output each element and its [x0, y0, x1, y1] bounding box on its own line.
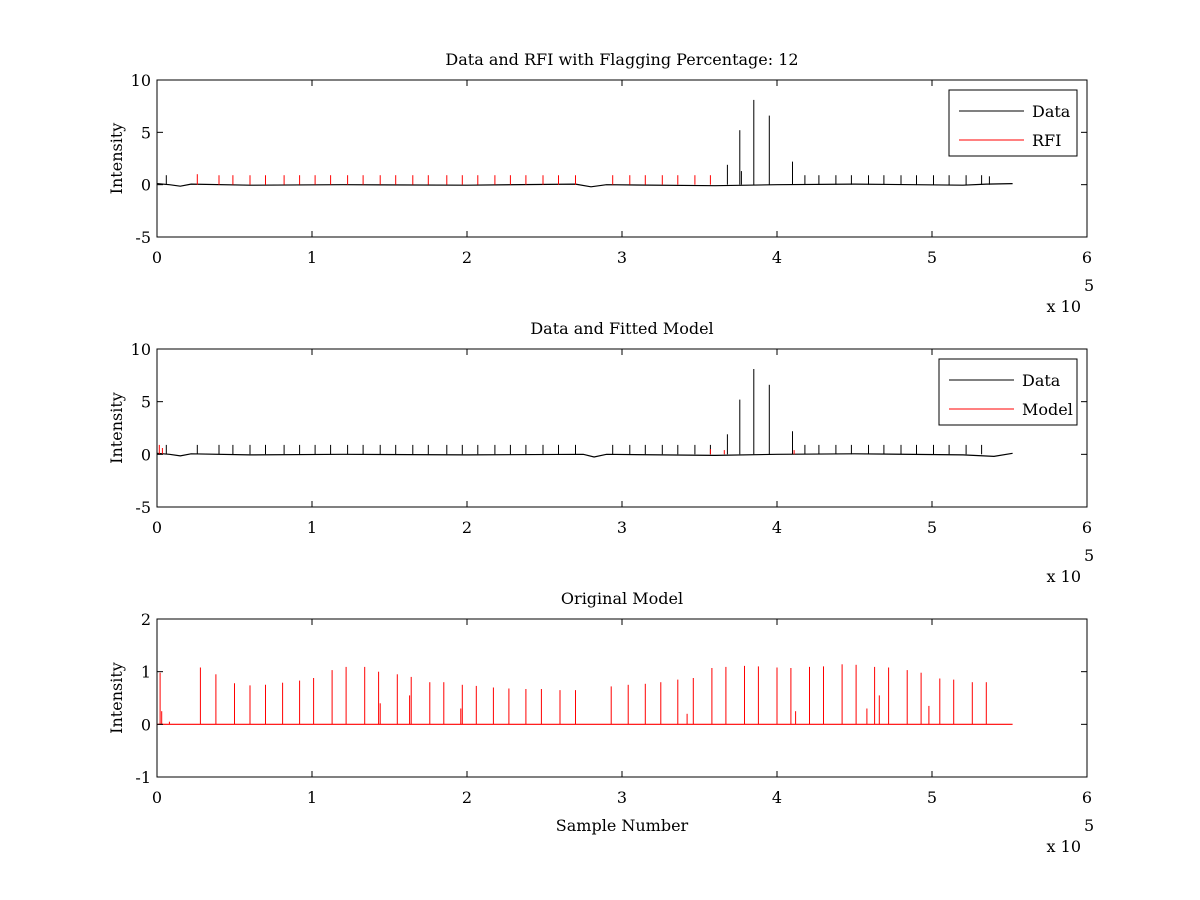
x-exponent-label: x 10: [1047, 837, 1081, 856]
legend-label: Data: [1032, 102, 1071, 121]
x-tick-label: 2: [462, 248, 472, 267]
y-tick-label: 0: [141, 176, 151, 195]
y-tick-label: 5: [141, 123, 151, 142]
x-tick-label: 2: [462, 518, 472, 537]
y-tick-label: -5: [135, 498, 151, 517]
plot-data: [157, 99, 1013, 188]
chart-title: Data and Fitted Model: [530, 319, 713, 338]
y-tick-label: 5: [141, 393, 151, 412]
x-tick-label: 6: [1082, 248, 1092, 267]
x-tick-label: 3: [617, 518, 627, 537]
series-data: [157, 369, 1013, 458]
chart-title: Data and RFI with Flagging Percentage: 1…: [445, 50, 798, 69]
y-tick-label: 10: [131, 71, 151, 90]
y-axis-label: Intensity: [107, 392, 126, 464]
plot-data: [157, 664, 1013, 725]
x-exponent-label: x 10: [1047, 567, 1081, 586]
legend-label: Data: [1022, 371, 1061, 390]
x-tick-label: 4: [772, 518, 782, 537]
x-tick-label: 1: [307, 248, 317, 267]
chart-title: Original Model: [561, 589, 683, 608]
series-rfi: [196, 174, 711, 185]
series-model: [157, 664, 1013, 725]
x-tick-label: 3: [617, 248, 627, 267]
x-exponent-label: x 10: [1047, 297, 1081, 316]
x-tick-label: 5: [927, 248, 937, 267]
x-tick-label: 0: [152, 518, 162, 537]
x-exponent-power: 5: [1084, 816, 1094, 835]
y-tick-label: 2: [141, 610, 151, 629]
x-tick-label: 3: [617, 788, 627, 807]
x-tick-label: 0: [152, 788, 162, 807]
series-baseline-line: [157, 452, 1013, 458]
legend: Data RFI: [948, 89, 1078, 157]
series-model: [158, 444, 795, 455]
series-baseline-line: [157, 183, 1013, 188]
y-tick-label: 10: [131, 340, 151, 359]
plot-area: [156, 348, 1088, 508]
x-tick-label: 5: [927, 518, 937, 537]
x-tick-label: 4: [772, 788, 782, 807]
y-tick-label: 1: [141, 663, 151, 682]
y-tick-label: -5: [135, 228, 151, 247]
legend-label: Model: [1022, 400, 1073, 419]
x-tick-label: 5: [927, 788, 937, 807]
legend-label: RFI: [1032, 131, 1061, 150]
x-tick-label: 6: [1082, 788, 1092, 807]
plot-area: [156, 79, 1088, 238]
y-tick-label: 0: [141, 715, 151, 734]
y-axis-label: Intensity: [107, 123, 126, 195]
x-tick-label: 1: [307, 518, 317, 537]
y-tick-label: 0: [141, 445, 151, 464]
plot-data: [157, 369, 1013, 458]
plot-area: [156, 618, 1088, 778]
y-tick-label: -1: [135, 768, 151, 787]
x-tick-label: 1: [307, 788, 317, 807]
x-exponent-power: 5: [1084, 276, 1094, 295]
legend-box: [938, 358, 1078, 426]
legend: Data Model: [938, 358, 1078, 426]
x-exponent-power: 5: [1084, 546, 1094, 565]
x-tick-label: 2: [462, 788, 472, 807]
y-axis-label: Intensity: [107, 662, 126, 734]
x-tick-label: 4: [772, 248, 782, 267]
legend-box: [948, 89, 1078, 157]
x-axis-label: Sample Number: [556, 816, 689, 835]
x-tick-label: 6: [1082, 518, 1092, 537]
series-data: [157, 99, 1013, 188]
x-tick-label: 0: [152, 248, 162, 267]
